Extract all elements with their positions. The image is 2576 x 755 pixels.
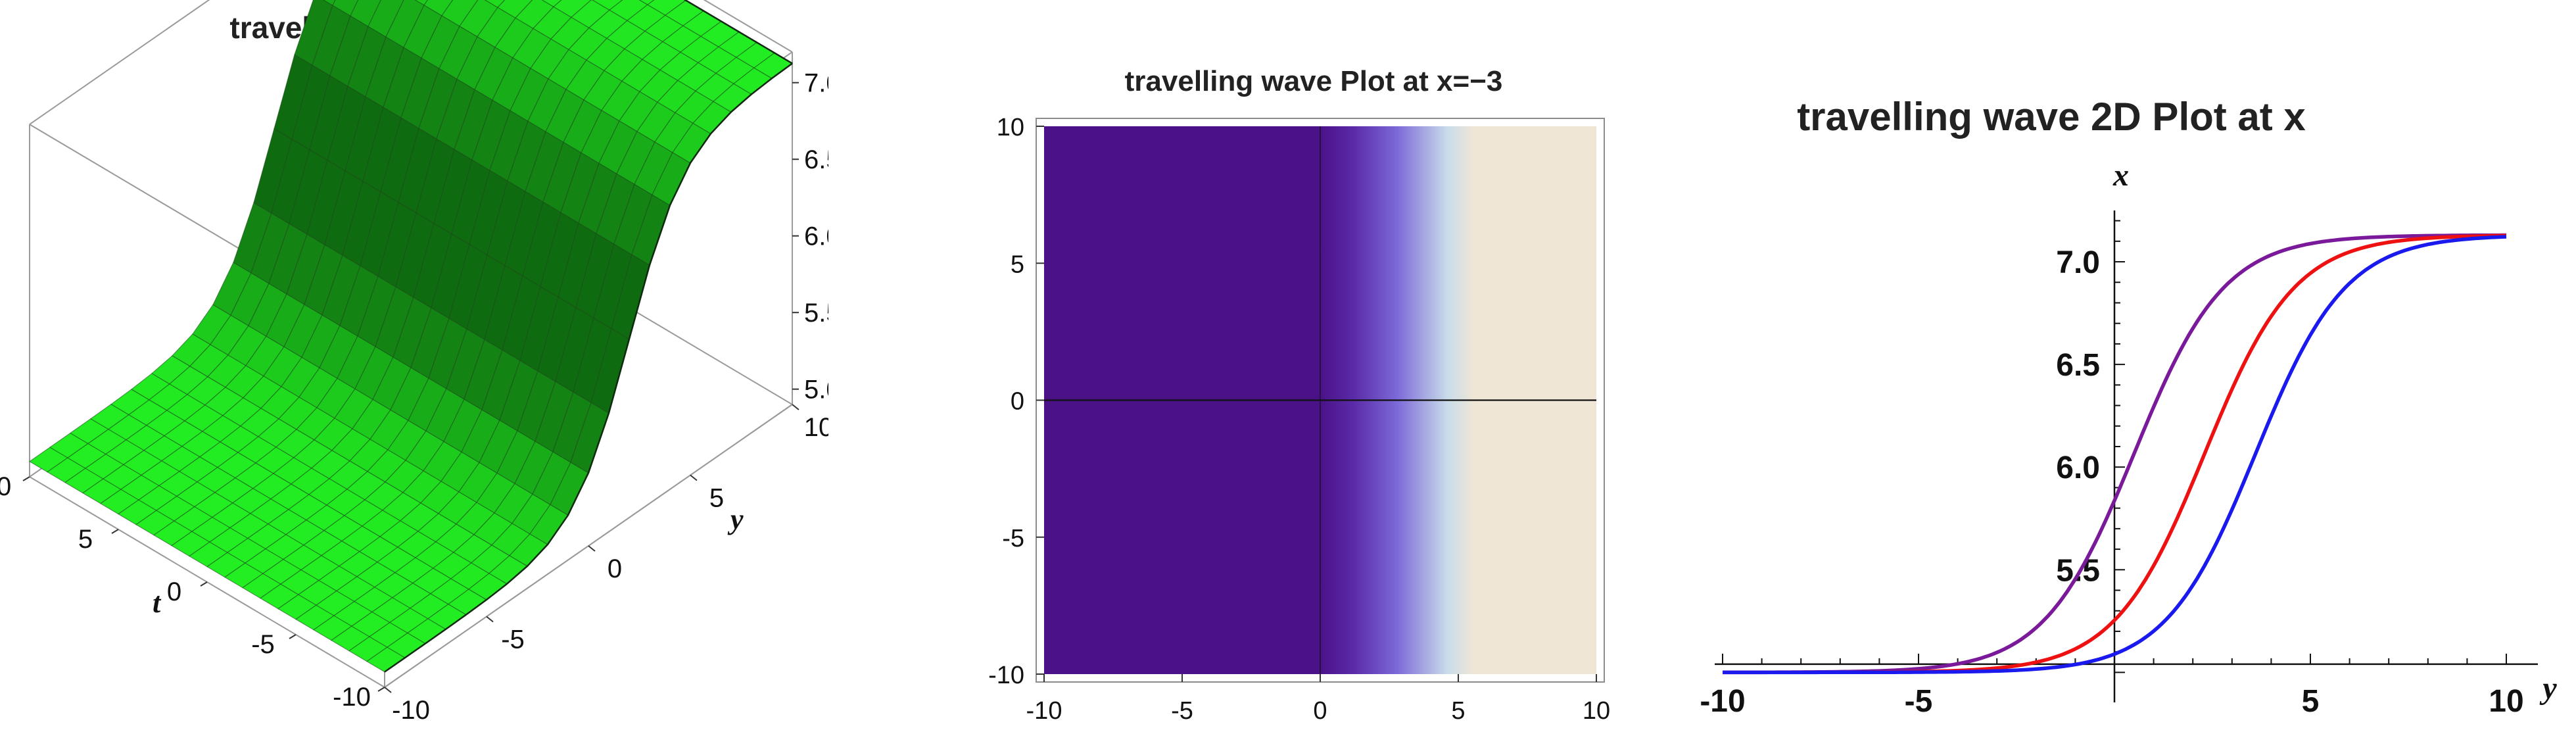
y-tick-label: 10 <box>804 413 828 442</box>
t-axis-label: t <box>153 587 162 619</box>
bounding-box-edge <box>29 0 210 125</box>
surface-patch <box>423 0 454 16</box>
y-tick-label: 5.5 <box>2056 553 2100 588</box>
y-tick-label: 6.5 <box>2056 348 2100 383</box>
line-2d-panel: travelling wave 2D Plot at x x y -10 -5 5 1… <box>1683 0 2576 755</box>
t-tick <box>200 581 208 587</box>
chart-title: travelling wave 2D Plot at x <box>1797 95 2306 139</box>
surface-3d-panel: travelling wave 3D at x=-3 -10-50510-10-… <box>0 0 828 755</box>
y-tick <box>588 545 596 552</box>
y-tick-label: -5 <box>1002 525 1024 552</box>
t-tick <box>22 476 30 481</box>
series-line-3 <box>1723 235 2507 675</box>
t-tick-label: 0 <box>167 577 181 606</box>
chart-title: travelling wave Plot at x=−3 <box>1125 65 1503 97</box>
t-tick-label: -5 <box>251 630 275 659</box>
bounding-box-edge <box>703 0 793 53</box>
y-tick-label: -5 <box>501 625 525 654</box>
y-tick <box>792 404 799 410</box>
t-tick-label: -10 <box>333 683 371 712</box>
u-tick-label: 6.5 <box>804 145 828 174</box>
y-tick-label: -10 <box>392 696 430 725</box>
density-panel: travelling wave Plot at x=−3 -10 -5 0 5 10 -1… <box>901 0 1637 755</box>
y-tick-label: 7.0 <box>2056 245 2100 280</box>
x-tick-label: 5 <box>2302 684 2320 719</box>
y-tick <box>384 687 392 693</box>
y-tick <box>486 616 494 623</box>
y-axis-label: x <box>2112 158 2129 193</box>
y-tick-label: 0 <box>608 554 622 583</box>
t-tick <box>289 634 297 639</box>
surface-patch <box>484 0 506 9</box>
line-2d-chart: travelling wave 2D Plot at x x y -10 -5 5 1… <box>1700 95 2557 719</box>
surface-front-edge <box>384 62 793 673</box>
y-tick-label: 10 <box>997 114 1024 141</box>
surface-patch <box>638 0 655 5</box>
surface-patch <box>350 0 382 27</box>
y-axis-label: y <box>727 503 744 535</box>
t-tick <box>111 529 119 534</box>
surface-patch <box>541 0 562 8</box>
y-tick-label: 5 <box>1011 251 1024 278</box>
x-tick-label: 0 <box>1313 697 1327 725</box>
y-tick-label: -10 <box>988 662 1024 689</box>
surface-3d-chart: travelling wave 3D at x=-3 -10-50510-10-… <box>0 0 828 725</box>
t-tick-label: 5 <box>78 525 93 554</box>
u-tick-label: 5.5 <box>804 299 828 328</box>
x-tick-label: 10 <box>2489 684 2523 719</box>
y-tick-label: 6.0 <box>2056 451 2100 485</box>
x-tick-label: 10 <box>1583 697 1610 725</box>
y-tick <box>690 474 698 481</box>
x-tick-label: -10 <box>1700 684 1745 719</box>
u-tick-label: 6.0 <box>804 222 828 251</box>
t-tick <box>377 687 385 692</box>
y-tick-label: 5 <box>709 484 724 513</box>
surface-patch <box>592 0 623 11</box>
density-chart: travelling wave Plot at x=−3 -10 -5 0 5 10 -1… <box>988 65 1610 725</box>
y-tick-label: 0 <box>1011 388 1024 416</box>
u-tick-label: 5.0 <box>804 376 828 404</box>
x-tick-label: 5 <box>1451 697 1465 725</box>
surface-patch <box>323 0 336 6</box>
t-tick-label: 10 <box>0 472 11 501</box>
surface-side-edge <box>683 0 793 64</box>
x-tick-label: -5 <box>1171 697 1193 725</box>
surface-patch <box>332 0 359 16</box>
x-tick-label: -5 <box>1905 684 1933 719</box>
x-axis-label: y <box>2539 671 2557 706</box>
u-tick-label: 7.0 <box>804 69 828 98</box>
x-tick-label: -10 <box>1026 697 1062 725</box>
